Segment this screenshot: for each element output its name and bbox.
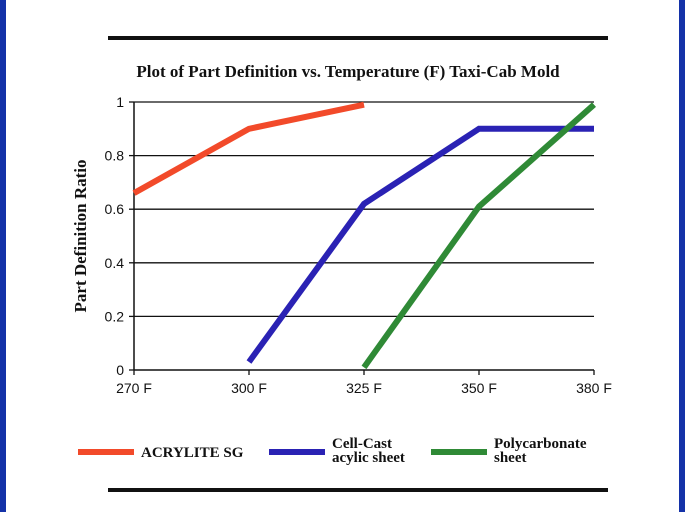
series-line-3	[361, 102, 596, 370]
legend-label: Polycarbonate	[494, 436, 587, 452]
gridlines	[134, 101, 594, 318]
x-tick-label: 380 F	[576, 380, 612, 396]
y-tick-label: 0.4	[105, 255, 125, 271]
y-tick-label: 0.2	[105, 308, 125, 324]
legend-label: ACRYLITE SG	[141, 445, 244, 461]
x-tick-label: 350 F	[461, 380, 497, 396]
x-tick-label: 300 F	[231, 380, 267, 396]
line-chart: Plot of Part Definition vs. Temperature …	[71, 36, 612, 492]
series-line-1	[132, 101, 365, 196]
series-line-2	[246, 125, 594, 364]
legend-label: Cell-Cast	[332, 436, 392, 452]
y-tick-label: 1	[116, 94, 124, 110]
chart-title: Plot of Part Definition vs. Temperature …	[136, 62, 560, 81]
x-tick-label: 270 F	[116, 380, 152, 396]
y-tick-label: 0	[116, 362, 124, 378]
y-axis-label: Part Definition Ratio	[71, 160, 90, 313]
y-tick-label: 0.6	[105, 201, 125, 217]
legend-label: acylic sheet	[332, 450, 405, 466]
y-tick-label: 0.8	[105, 148, 125, 164]
x-tick-label: 325 F	[346, 380, 382, 396]
axes: 0 0.2 0.4 0.6 0.8 1 270 F 300 F 325 F 350 F 380 F	[105, 94, 612, 396]
legend-label: sheet	[494, 450, 527, 466]
data-series	[132, 101, 596, 370]
